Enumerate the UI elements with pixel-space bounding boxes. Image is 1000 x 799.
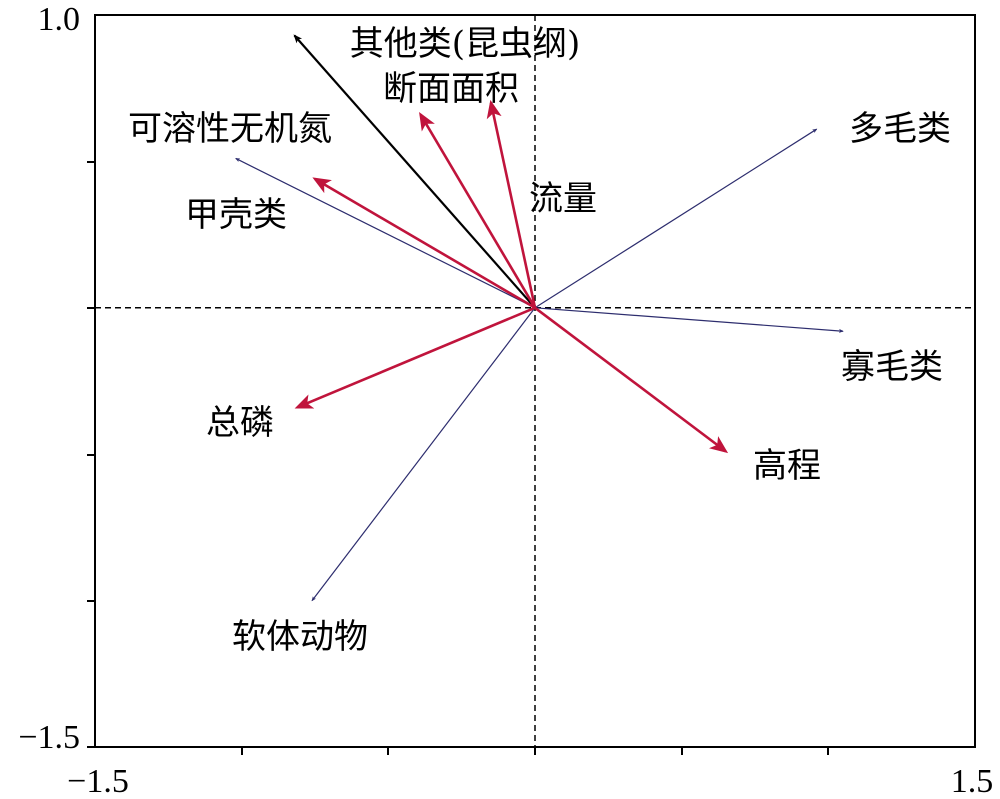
x-tick-label-min: −1.5 <box>67 763 129 799</box>
left-axis-ticks <box>87 161 95 748</box>
environment-vector-label-0: 断面面积 <box>383 69 519 109</box>
species-vector-2 <box>534 128 818 309</box>
y-tick-label-max: 1.0 <box>38 1 81 38</box>
environment-vector-0 <box>419 111 537 309</box>
species-vector-4 <box>311 307 536 602</box>
environment-vector-label-1: 流量 <box>529 179 597 219</box>
environment-vector-2 <box>312 177 536 309</box>
environment-vector-label-2: 甲壳类 <box>185 195 287 235</box>
bottom-axis-ticks <box>241 747 829 755</box>
species-vector-label-2: 多毛类 <box>849 109 951 149</box>
environment-vector-1 <box>486 99 537 309</box>
environment-vector-3 <box>294 306 536 409</box>
species-vector-0 <box>293 34 536 309</box>
y-tick-label-min: −1.5 <box>18 719 80 756</box>
species-vector-1 <box>235 157 536 309</box>
vector-layer <box>235 34 844 602</box>
species-vector-label-3: 寡毛类 <box>841 347 943 387</box>
environment-vector-label-4: 高程 <box>753 446 821 486</box>
environment-vector-4 <box>534 306 729 454</box>
species-vector-label-0: 其他类(昆虫纲) <box>350 24 581 64</box>
species-vector-label-4: 软体动物 <box>232 617 368 657</box>
species-vector-label-1: 可溶性无机氮 <box>128 109 332 149</box>
environment-vector-label-3: 总磷 <box>206 403 274 443</box>
x-tick-label-max: 1.5 <box>951 763 994 799</box>
species-vector-3 <box>534 307 844 333</box>
